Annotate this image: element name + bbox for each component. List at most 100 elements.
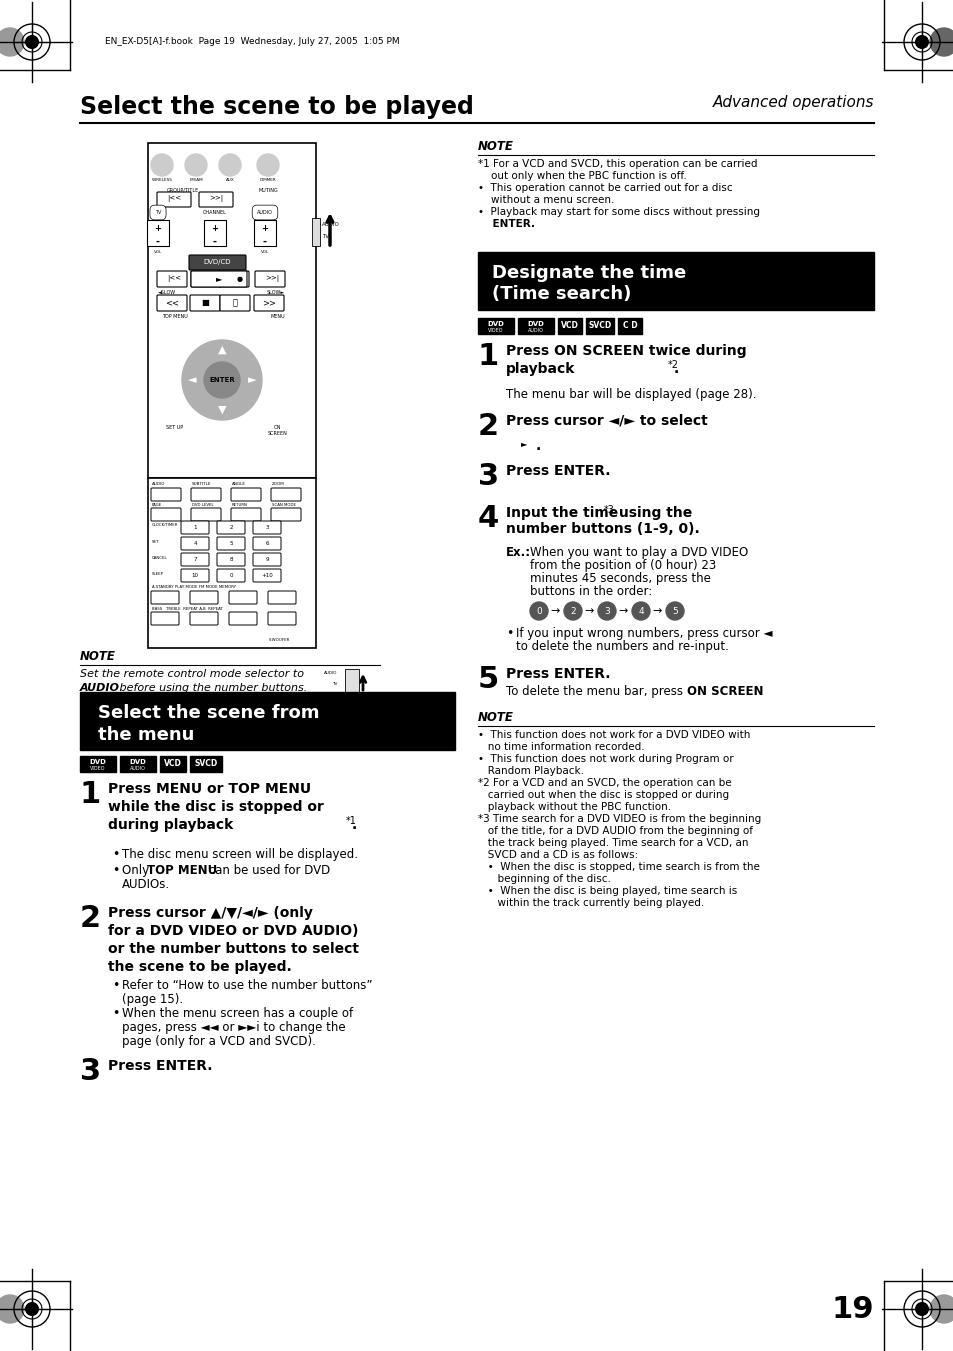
Text: TOP MENU: TOP MENU	[147, 865, 217, 877]
FancyBboxPatch shape	[181, 521, 209, 534]
Text: -: -	[213, 236, 216, 247]
Text: 4: 4	[193, 540, 196, 546]
Text: *3 Time search for a DVD VIDEO is from the beginning: *3 Time search for a DVD VIDEO is from t…	[477, 815, 760, 824]
Text: SVCD and a CD is as follows:: SVCD and a CD is as follows:	[477, 850, 638, 861]
FancyBboxPatch shape	[189, 255, 246, 270]
Text: TOP MENU: TOP MENU	[162, 313, 188, 319]
Text: AUDIO: AUDIO	[323, 671, 336, 676]
Bar	[160, 757, 186, 771]
Circle shape	[0, 28, 24, 55]
Text: .: .	[673, 362, 679, 376]
Bar	[345, 669, 358, 694]
Circle shape	[269, 190, 287, 208]
FancyBboxPatch shape	[190, 295, 220, 311]
FancyBboxPatch shape	[216, 521, 245, 534]
Text: ENTER: ENTER	[209, 377, 234, 382]
Text: ON
SCREEN: ON SCREEN	[268, 426, 288, 436]
Circle shape	[563, 603, 581, 620]
Text: using the: using the	[614, 507, 692, 520]
FancyBboxPatch shape	[191, 272, 221, 286]
Text: ►: ►	[520, 439, 527, 449]
Text: The menu bar will be displayed (page 28).: The menu bar will be displayed (page 28)…	[505, 388, 756, 401]
Text: DVD: DVD	[130, 759, 146, 765]
Text: ◄SLOW: ◄SLOW	[158, 290, 176, 295]
Circle shape	[26, 35, 38, 49]
Text: 0: 0	[536, 607, 541, 616]
Text: →: →	[618, 607, 627, 616]
Circle shape	[219, 154, 241, 176]
Text: without a menu screen.: without a menu screen.	[477, 195, 614, 205]
Text: AUDIO: AUDIO	[528, 328, 543, 332]
Text: 9: 9	[265, 557, 269, 562]
Text: ◄: ◄	[188, 376, 196, 385]
Text: Ex.:: Ex.:	[505, 546, 531, 559]
Circle shape	[185, 154, 207, 176]
Text: •  This function does not work during Program or: • This function does not work during Pro…	[477, 754, 733, 765]
Text: →: →	[651, 607, 660, 616]
Bar	[147, 220, 169, 246]
Text: DVD LEVEL: DVD LEVEL	[192, 503, 213, 507]
FancyBboxPatch shape	[253, 521, 281, 534]
Text: carried out when the disc is stopped or during: carried out when the disc is stopped or …	[477, 790, 728, 800]
Text: EN_EX-D5[A]-f.book  Page 19  Wednesday, July 27, 2005  1:05 PM: EN_EX-D5[A]-f.book Page 19 Wednesday, Ju…	[105, 38, 399, 46]
Text: 6: 6	[265, 540, 269, 546]
Bar	[80, 757, 116, 771]
Bar	[618, 317, 641, 334]
Text: (page 15).: (page 15).	[122, 993, 183, 1006]
Text: page (only for a VCD and SVCD).: page (only for a VCD and SVCD).	[122, 1035, 315, 1048]
Bar	[80, 692, 455, 750]
Circle shape	[915, 1302, 927, 1316]
Text: |<<: |<<	[167, 196, 181, 203]
FancyBboxPatch shape	[151, 590, 179, 604]
FancyBboxPatch shape	[181, 569, 209, 582]
Text: +: +	[212, 224, 218, 232]
Text: VOL: VOL	[153, 250, 162, 254]
Text: RETURN: RETURN	[232, 503, 248, 507]
FancyBboxPatch shape	[229, 590, 256, 604]
Text: NOTE: NOTE	[80, 650, 115, 663]
Text: 0: 0	[229, 573, 233, 578]
Text: Random Playback.: Random Playback.	[477, 766, 583, 775]
Bar	[477, 253, 873, 309]
Text: MUTING: MUTING	[258, 188, 277, 193]
Text: >>: >>	[262, 299, 275, 308]
Text: Press ENTER.: Press ENTER.	[505, 667, 610, 681]
FancyBboxPatch shape	[271, 508, 301, 521]
Text: CANCEL: CANCEL	[152, 557, 168, 561]
Text: no time information recorded.: no time information recorded.	[477, 742, 644, 753]
Text: ZOOM: ZOOM	[272, 482, 284, 486]
Text: SET UP: SET UP	[166, 426, 183, 430]
Text: GROUP/TITLE: GROUP/TITLE	[167, 188, 199, 193]
Text: AUDIO: AUDIO	[152, 482, 165, 486]
Text: VCD: VCD	[164, 759, 182, 769]
Text: •  This operation cannot be carried out for a disc: • This operation cannot be carried out f…	[477, 182, 732, 193]
FancyBboxPatch shape	[216, 569, 245, 582]
Text: AUDIO: AUDIO	[80, 684, 120, 693]
FancyBboxPatch shape	[181, 536, 209, 550]
Text: .: .	[352, 817, 356, 832]
Text: 1: 1	[477, 342, 498, 372]
Circle shape	[166, 319, 184, 336]
FancyBboxPatch shape	[253, 553, 281, 566]
Text: AUDIO: AUDIO	[256, 209, 273, 215]
Text: out only when the PBC function is off.: out only when the PBC function is off.	[477, 172, 686, 181]
Text: |<<: |<<	[167, 276, 181, 282]
Text: ▲: ▲	[217, 345, 226, 355]
FancyBboxPatch shape	[268, 590, 295, 604]
Text: SLOW►: SLOW►	[267, 290, 285, 295]
Text: 5: 5	[229, 540, 233, 546]
Text: DVD: DVD	[527, 322, 544, 327]
Text: (Time search): (Time search)	[492, 285, 631, 303]
FancyBboxPatch shape	[191, 488, 221, 501]
FancyBboxPatch shape	[231, 508, 261, 521]
Circle shape	[204, 362, 240, 399]
Circle shape	[665, 603, 683, 620]
FancyBboxPatch shape	[191, 272, 247, 286]
Text: -: -	[263, 236, 267, 247]
Text: DVD: DVD	[487, 322, 504, 327]
Text: >>|: >>|	[265, 276, 279, 282]
FancyBboxPatch shape	[151, 612, 179, 626]
Text: Input the time: Input the time	[505, 507, 618, 520]
Circle shape	[269, 430, 287, 447]
Bar	[190, 757, 222, 771]
